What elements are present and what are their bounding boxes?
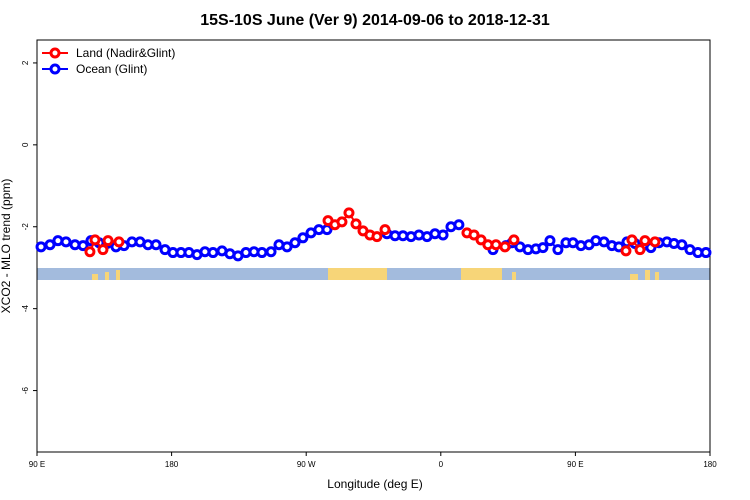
point: [256, 247, 268, 259]
x-tick-label: 90 E: [29, 460, 45, 469]
point: [552, 244, 564, 256]
point: [97, 244, 109, 256]
point: [379, 224, 391, 236]
y-tick-label: -4: [21, 305, 30, 313]
point: [537, 242, 549, 254]
y-tick-label: 2: [21, 60, 30, 65]
x-axis-label: Longitude (deg E): [327, 477, 422, 491]
point: [89, 234, 101, 246]
point: [508, 234, 520, 246]
y-tick-label: 0: [21, 142, 30, 147]
point: [649, 236, 661, 248]
point: [475, 234, 487, 246]
point: [468, 229, 480, 241]
legend-swatch: [49, 63, 61, 75]
point: [343, 207, 355, 219]
y-tick-label: -2: [21, 223, 30, 231]
point: [102, 235, 114, 247]
point: [634, 244, 646, 256]
point: [350, 218, 362, 230]
point: [620, 245, 632, 257]
x-tick-label: 0: [439, 460, 444, 469]
point: [207, 247, 219, 259]
point: [44, 239, 56, 251]
point: [289, 237, 301, 249]
point: [336, 216, 348, 228]
point: [265, 246, 277, 258]
point: [371, 231, 383, 243]
point: [437, 229, 449, 241]
y-tick-label: -6: [21, 386, 30, 394]
point: [490, 239, 502, 251]
legend-label: Ocean (Glint): [76, 62, 147, 76]
point: [113, 236, 125, 248]
map-strip: [37, 268, 710, 280]
y-axis-label: XCO2 - MLO trend (ppm): [0, 179, 13, 314]
point: [84, 246, 96, 258]
point: [321, 224, 333, 236]
point: [676, 239, 688, 251]
point: [297, 232, 309, 244]
legend-label: Land (Nadir&Glint): [76, 46, 175, 60]
point: [77, 240, 89, 252]
point: [281, 241, 293, 253]
point: [544, 235, 556, 247]
point: [626, 234, 638, 246]
x-tick-label: 180: [703, 460, 717, 469]
point: [60, 236, 72, 248]
x-tick-label: 90 E: [567, 460, 583, 469]
chart-title: 15S-10S June (Ver 9) 2014-09-06 to 2018-…: [200, 12, 550, 29]
x-tick-label: 90 W: [297, 460, 316, 469]
point: [499, 241, 511, 253]
point: [639, 235, 651, 247]
x-tick-label: 180: [165, 460, 179, 469]
point: [150, 239, 162, 251]
legend-swatch: [49, 47, 61, 59]
point: [453, 219, 465, 231]
point: [35, 241, 47, 253]
point: [700, 247, 712, 259]
